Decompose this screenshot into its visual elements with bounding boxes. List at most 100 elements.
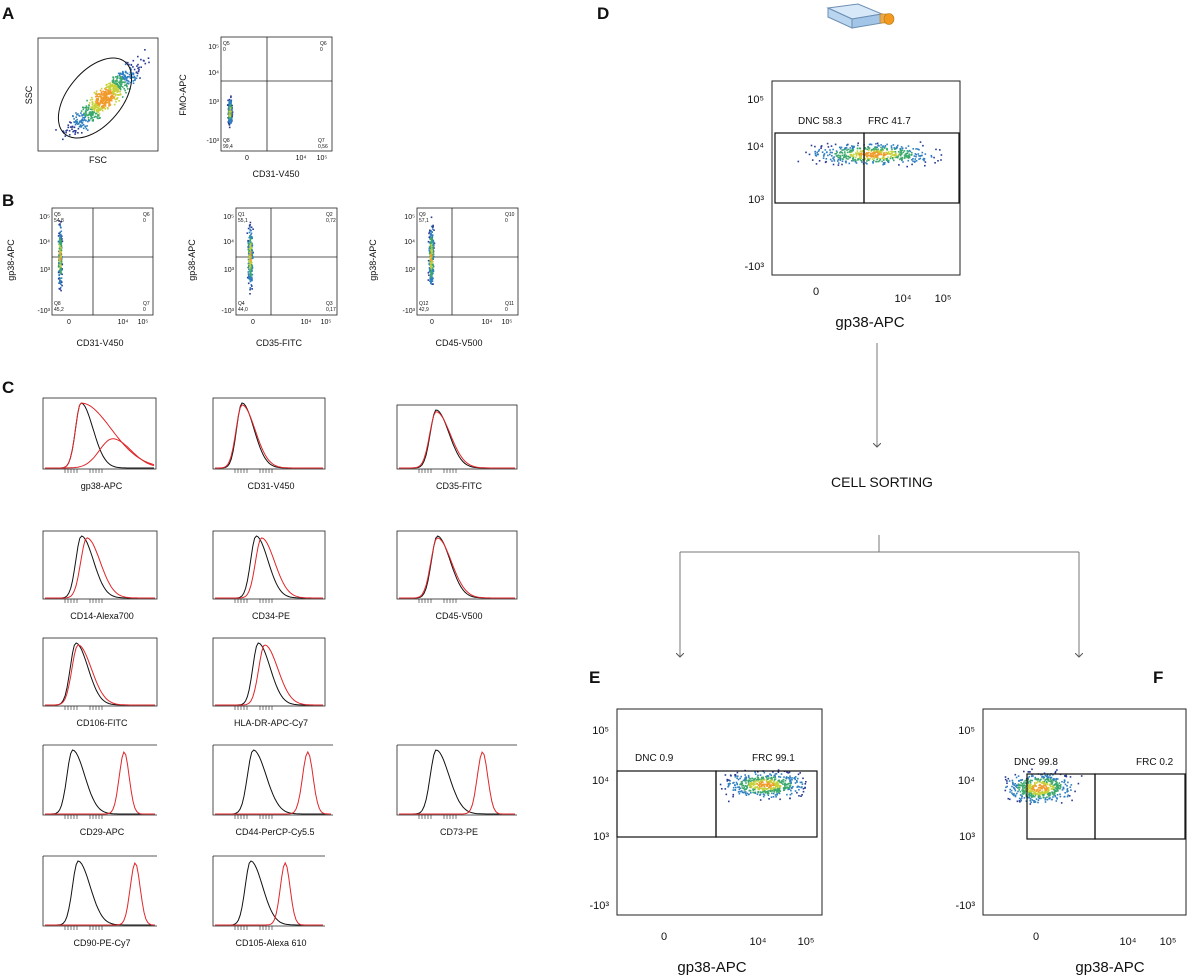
- scatter-point: [428, 262, 431, 265]
- scatter-point: [762, 795, 765, 798]
- scatter-point: [829, 153, 831, 156]
- scatter-point: [873, 157, 875, 160]
- scatter-point: [765, 788, 768, 791]
- scatter-point: [749, 780, 752, 782]
- scatter-point: [1054, 795, 1057, 798]
- y-tick: -10³: [744, 261, 764, 273]
- scatter-point: [250, 256, 253, 258]
- scatter-point: [888, 152, 890, 155]
- scatter-point: [429, 233, 432, 236]
- scatter-point: [1045, 792, 1047, 794]
- scatter-point: [248, 231, 251, 234]
- scatter-point: [877, 160, 880, 163]
- scatter-point: [250, 226, 253, 229]
- scatter-point: [805, 781, 807, 783]
- scatter-point: [105, 99, 107, 102]
- control-curve: [399, 535, 515, 599]
- scatter-point: [728, 779, 730, 781]
- scatter-point: [147, 57, 150, 59]
- scatter-point: [1049, 776, 1052, 779]
- scatter-point: [923, 158, 926, 160]
- scatter-point: [868, 147, 871, 150]
- scatter-point: [747, 793, 750, 796]
- scatter-point: [757, 774, 759, 777]
- scatter-point: [65, 130, 67, 132]
- scatter-point: [99, 100, 102, 103]
- scatter-point: [829, 151, 832, 154]
- scatter-point: [866, 148, 869, 151]
- scatter-point: [61, 235, 63, 237]
- scatter-point: [1057, 785, 1059, 788]
- scatter-point: [84, 114, 86, 117]
- scatter-point: [249, 235, 252, 238]
- scatter-point: [1016, 784, 1019, 787]
- scatter-point: [880, 153, 883, 156]
- scatter-point: [845, 156, 847, 158]
- scatter-point: [230, 111, 232, 114]
- scatter-point: [874, 152, 876, 154]
- scatter-point: [102, 106, 104, 109]
- scatter-point: [1017, 783, 1020, 785]
- scatter-point: [124, 63, 127, 66]
- scatter-point: [120, 85, 123, 87]
- scatter-point: [1063, 779, 1066, 781]
- scatter-point: [248, 240, 250, 242]
- scatter-point: [757, 778, 760, 781]
- scatter-point: [899, 153, 901, 155]
- scatter-point: [100, 87, 103, 90]
- scatter-point: [732, 793, 735, 796]
- scatter-point: [1039, 786, 1042, 789]
- scatter-point: [83, 106, 85, 109]
- scatter-sorted-dnc: DNC 99.8 FRC 0.2 10⁵ 10⁴ 10³ -10³ 0 10⁴ …: [955, 708, 1187, 976]
- scatter-point: [1015, 786, 1018, 788]
- scatter-point: [860, 157, 863, 160]
- scatter-point: [431, 278, 434, 280]
- scatter-point: [727, 785, 730, 787]
- scatter-point: [97, 102, 100, 104]
- scatter-point: [881, 148, 884, 151]
- scatter-point: [746, 785, 748, 787]
- scatter-point: [429, 259, 432, 262]
- scatter-point: [1029, 799, 1032, 802]
- scatter-point: [86, 125, 88, 127]
- histogram-frame: [42, 637, 158, 707]
- scatter-point: [1033, 788, 1035, 791]
- scatter-point: [886, 157, 888, 160]
- dnc-gate-label: DNC 0.9: [635, 753, 674, 764]
- scatter-point: [907, 159, 910, 162]
- scatter-point: [888, 151, 890, 153]
- scatter-point: [724, 774, 727, 776]
- scatter-point: [119, 74, 121, 76]
- scatter-point: [229, 102, 232, 105]
- scatter-point: [91, 107, 93, 110]
- histogram-cd35-fitc: CD35-FITC: [396, 404, 518, 491]
- scatter-point: [911, 159, 913, 161]
- scatter-point: [1016, 800, 1019, 803]
- scatter-point: [228, 119, 230, 121]
- scatter-point: [778, 789, 780, 792]
- scatter-point: [116, 94, 119, 96]
- scatter-point: [1040, 786, 1043, 789]
- scatter-point: [1013, 787, 1015, 790]
- scatter-point: [1062, 786, 1065, 789]
- scatter-point: [60, 221, 62, 223]
- scatter-point: [105, 84, 108, 86]
- scatter-point: [872, 154, 874, 157]
- scatter-point: [96, 94, 99, 96]
- scatter-point: [920, 154, 922, 157]
- scatter-point: [137, 55, 139, 58]
- scatter-point: [250, 241, 252, 243]
- scatter-point: [67, 124, 70, 126]
- scatter-point: [745, 794, 748, 796]
- scatter-point: [429, 269, 431, 271]
- scatter-point: [837, 158, 840, 161]
- scatter-point: [249, 288, 251, 291]
- scatter-point: [250, 236, 253, 238]
- scatter-point: [763, 771, 766, 774]
- scatter-point: [1009, 788, 1011, 791]
- scatter-point: [770, 781, 772, 783]
- scatter-point: [814, 154, 817, 157]
- scatter-point: [1018, 779, 1020, 782]
- scatter-point: [118, 85, 121, 88]
- scatter-point: [871, 148, 874, 151]
